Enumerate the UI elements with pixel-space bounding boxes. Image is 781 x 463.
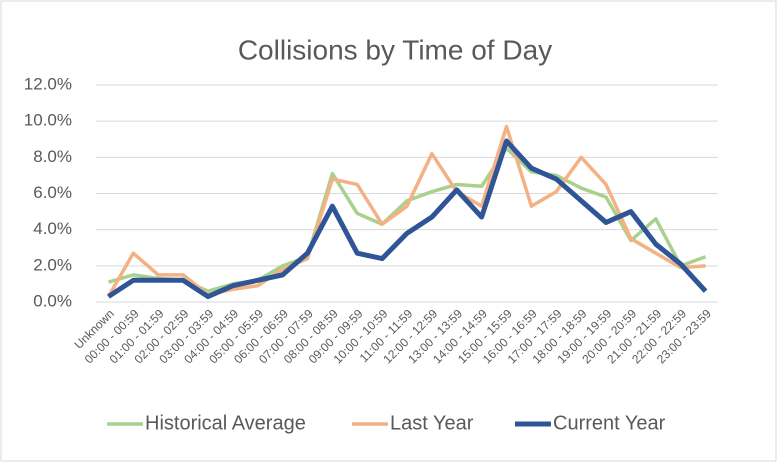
chart-title: Collisions by Time of Day	[238, 34, 552, 65]
y-tick-label: 8.0%	[33, 147, 72, 166]
y-tick-label: 4.0%	[33, 219, 72, 238]
y-tick-label: 6.0%	[33, 183, 72, 202]
legend-label: Current Year	[553, 412, 666, 434]
y-tick-label: 2.0%	[33, 255, 72, 274]
y-tick-label: 12.0%	[24, 74, 72, 93]
legend-label: Last Year	[390, 412, 474, 434]
series-line	[107, 138, 708, 300]
legend-label: Historical Average	[145, 412, 306, 434]
series-line	[107, 146, 707, 293]
y-tick-label: 0.0%	[33, 291, 72, 310]
y-tick-label: 10.0%	[24, 111, 72, 130]
